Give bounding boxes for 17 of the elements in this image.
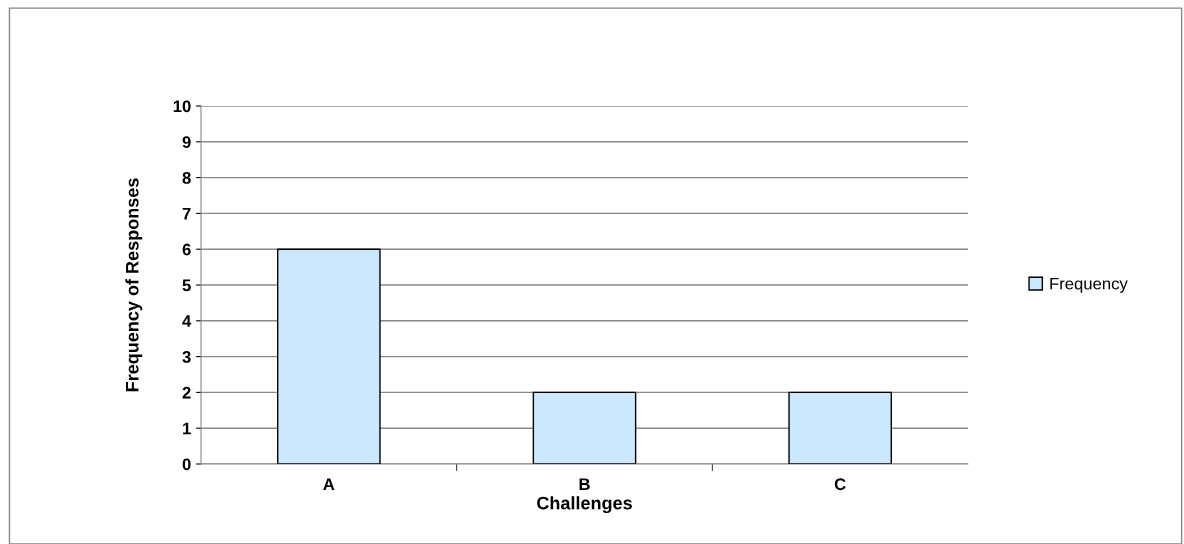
y-tick-label: 7 bbox=[182, 207, 191, 220]
y-tick-label: 9 bbox=[182, 136, 191, 148]
y-tick-label: 10 bbox=[173, 100, 191, 113]
x-tick-label: C bbox=[834, 478, 846, 491]
y-tick-label: 4 bbox=[182, 315, 192, 327]
x-tick-label: A bbox=[323, 478, 335, 490]
y-tick-label: 8 bbox=[182, 172, 191, 184]
y-tick-label: 1 bbox=[183, 422, 191, 435]
x-tick-label: B bbox=[579, 478, 590, 490]
y-tick-label: 3 bbox=[182, 351, 191, 363]
y-tick-label: 2 bbox=[182, 386, 191, 399]
x-axis-title: Challenges bbox=[537, 496, 632, 514]
y-axis-title: Frequency of Responses bbox=[125, 178, 143, 392]
legend-label: Frequency bbox=[1050, 277, 1128, 293]
y-tick-label: 5 bbox=[182, 279, 191, 292]
y-tick-label: 0 bbox=[182, 458, 191, 471]
y-tick-label: 6 bbox=[182, 243, 191, 256]
